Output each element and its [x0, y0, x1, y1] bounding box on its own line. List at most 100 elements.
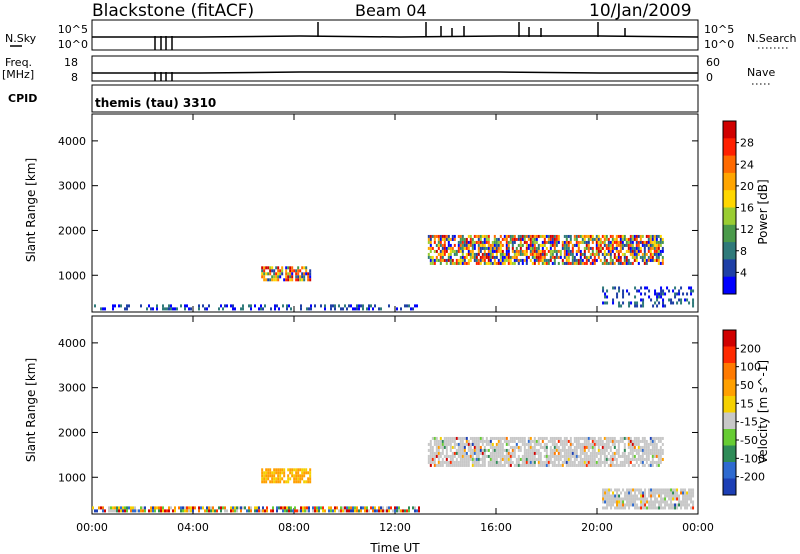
data-cell [559, 463, 562, 467]
data-cell [305, 272, 308, 276]
data-cell [374, 506, 376, 510]
data-cell [467, 258, 470, 262]
data-cell [507, 454, 510, 458]
data-cell [437, 246, 440, 250]
data-cell [591, 460, 594, 464]
data-cell [690, 500, 693, 504]
data-cell [597, 234, 600, 238]
data-cell [557, 451, 560, 455]
data-cell [505, 457, 508, 461]
data-cell [527, 255, 530, 259]
data-cell [606, 503, 609, 507]
data-cell [104, 509, 106, 513]
data-cell [577, 439, 580, 443]
data-cell [591, 448, 594, 452]
data-cell [427, 457, 430, 461]
data-cell [517, 445, 520, 449]
data-cell [334, 509, 336, 513]
data-cell [513, 451, 516, 455]
data-cell [521, 457, 524, 461]
data-cell [295, 272, 298, 276]
data-cell [668, 289, 671, 293]
data-cell [356, 506, 358, 510]
data-cell [467, 246, 470, 250]
data-cell [577, 445, 580, 449]
data-cell [614, 506, 617, 510]
data-cell [652, 500, 655, 504]
data-cell [509, 445, 512, 449]
data-cell [404, 304, 406, 308]
data-cell [487, 460, 490, 464]
data-cell [591, 451, 594, 455]
data-cell [661, 246, 664, 250]
y-tick-label: 2000 [58, 426, 86, 439]
data-cell [551, 460, 554, 464]
data-cell [613, 261, 616, 265]
data-cell [635, 240, 638, 244]
data-cell [612, 494, 615, 498]
data-cell [589, 237, 592, 241]
data-cell [650, 298, 653, 302]
data-cell [515, 249, 518, 253]
data-cell [631, 261, 634, 265]
data-cell [653, 246, 656, 250]
data-cell [647, 240, 650, 244]
data-cell [637, 457, 640, 461]
data-cell [567, 255, 570, 259]
data-cell [166, 307, 168, 311]
data-cell [495, 261, 498, 265]
data-cell [289, 269, 292, 273]
data-cell [612, 298, 615, 302]
data-cell [672, 488, 675, 492]
data-cell [473, 448, 476, 452]
data-cell [265, 272, 268, 276]
data-cell [503, 436, 506, 440]
data-cell [360, 509, 362, 513]
data-cell [605, 448, 608, 452]
data-cell [277, 272, 280, 276]
data-cell [609, 454, 612, 458]
data-cell [553, 255, 556, 259]
data-cell [334, 307, 336, 311]
data-cell [676, 292, 679, 296]
data-cell [527, 463, 530, 467]
data-cell [260, 307, 262, 311]
data-cell [366, 307, 368, 311]
data-cell [609, 448, 612, 452]
data-cell [549, 448, 552, 452]
data-cell [643, 252, 646, 256]
data-cell [692, 494, 695, 498]
data-cell [445, 457, 448, 461]
data-cell [617, 234, 620, 238]
data-cell [653, 454, 656, 458]
data-cell [612, 491, 615, 495]
beam-title: Beam 04 [355, 1, 427, 20]
data-cell [166, 509, 168, 513]
data-cell [267, 477, 270, 481]
data-cell [599, 460, 602, 464]
data-cell [656, 298, 659, 302]
data-cell [599, 442, 602, 446]
data-cell [599, 258, 602, 262]
velocity-colorbar-label: Velocity [m s^-1] [756, 360, 770, 464]
data-cell [581, 445, 584, 449]
data-cell [657, 240, 660, 244]
data-cell [485, 442, 488, 446]
data-cell [575, 252, 578, 256]
colorbar-tick-label: 15 [740, 397, 754, 410]
data-cell [613, 454, 616, 458]
data-cell [467, 457, 470, 461]
data-cell [569, 240, 572, 244]
power-x-axis-ticks [91, 114, 699, 312]
data-cell [655, 454, 658, 458]
data-cell [507, 451, 510, 455]
data-cell [499, 460, 502, 464]
x-tick-label: 00:00 [76, 521, 108, 534]
data-cell [565, 249, 568, 253]
data-cell [449, 448, 452, 452]
data-cell [461, 243, 464, 247]
data-cell [684, 491, 687, 495]
data-cell [640, 497, 643, 501]
data-cell [204, 509, 206, 513]
data-cell [633, 439, 636, 443]
